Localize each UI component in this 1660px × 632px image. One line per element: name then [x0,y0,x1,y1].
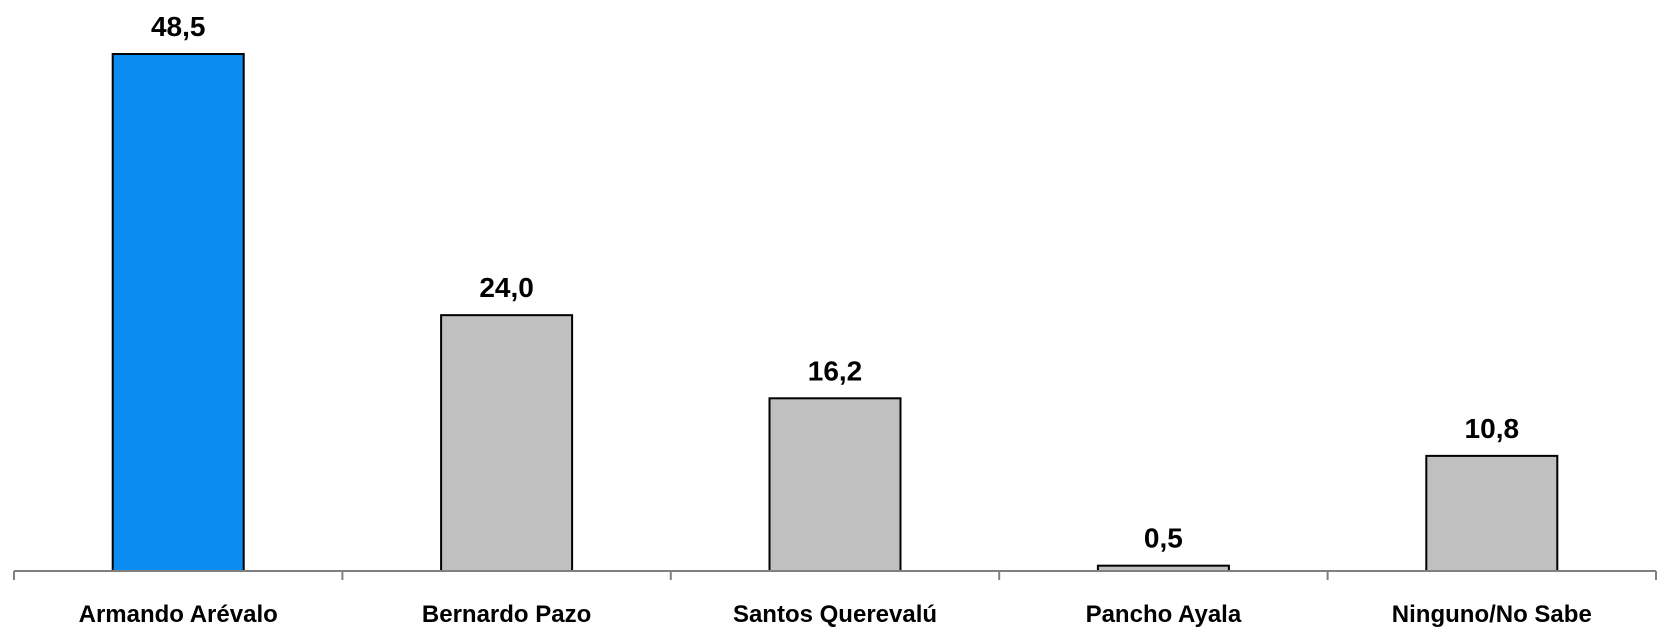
bar [768,397,902,572]
category-label: Ninguno/No Sabe [1392,601,1592,628]
bar-value-label: 16,2 [808,355,863,386]
bar-value-label: 0,5 [1144,523,1183,554]
category-labels-group: Armando Arévalo Bernardo Pazo Santos Quere… [79,601,1592,628]
category-label: Armando Arévalo [79,601,278,628]
bar-value-label: 24,0 [479,272,534,303]
bars-group [111,53,1559,573]
category-label: Bernardo Pazo [422,601,591,628]
x-axis [13,570,1657,580]
bar-value-label: 10,8 [1465,413,1520,444]
bar [440,314,574,572]
category-label: Pancho Ayala [1086,601,1242,628]
bar-value-label: 48,5 [151,11,206,42]
category-label: Santos Querevalú [733,601,937,628]
bar [111,53,245,572]
bar [1425,454,1559,573]
value-labels-group: 48,5 24,0 16,2 0,5 10,8 [151,11,1519,554]
